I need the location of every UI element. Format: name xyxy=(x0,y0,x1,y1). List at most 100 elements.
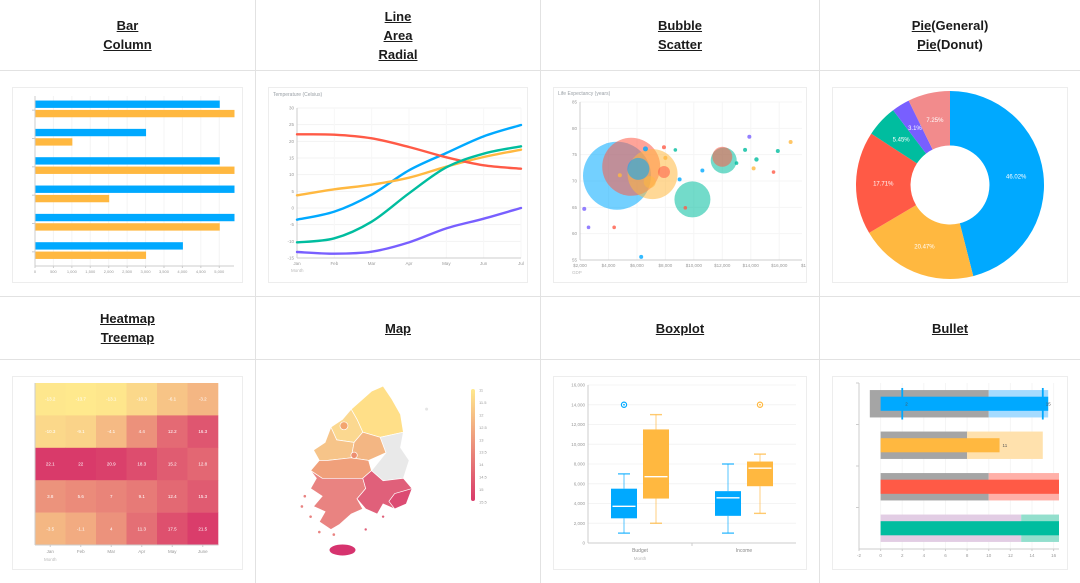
svg-text:15: 15 xyxy=(479,487,484,492)
nav-cell-bubble-scatter: Bubble Scatter xyxy=(541,0,820,71)
svg-text:3,000: 3,000 xyxy=(141,269,152,274)
boxplot-chart[interactable]: 0 2,000 4,000 6,000 8,000 10,000 12,000 14,000 1… xyxy=(553,376,807,570)
svg-text:30: 30 xyxy=(289,106,295,111)
bullet-chart[interactable]: -2 0 2 4 6 8 10 12 14 16 2 15 11 xyxy=(832,376,1068,570)
svg-text:2: 2 xyxy=(901,553,904,558)
svg-text:4,000: 4,000 xyxy=(574,501,586,506)
svg-text:22.1: 22.1 xyxy=(46,462,55,467)
svg-text:Month: Month xyxy=(44,557,57,562)
svg-text:15: 15 xyxy=(289,156,295,161)
svg-text:$1: $1 xyxy=(801,263,806,268)
svg-text:7: 7 xyxy=(110,494,113,499)
svg-text:13.5: 13.5 xyxy=(479,450,488,455)
svg-text:Mar: Mar xyxy=(107,549,115,554)
bullet-chart-canvas[interactable]: -2 0 2 4 6 8 10 12 14 16 2 15 11 xyxy=(833,377,1067,569)
svg-text:20.9: 20.9 xyxy=(107,462,116,467)
svg-text:9.1: 9.1 xyxy=(139,494,146,499)
svg-text:14.5: 14.5 xyxy=(479,475,488,480)
bubble-chart-canvas[interactable]: 85 80 75 70 65 60 55$2,000 $4,000 $6,000 $8,000 $1… xyxy=(554,88,806,282)
bar-chart[interactable]: 0 500 1,000 1,500 2,000 2,500 3,000 3,500 4,000 4… xyxy=(12,87,243,283)
svg-text:$8,000: $8,000 xyxy=(659,263,673,268)
svg-text:21.5: 21.5 xyxy=(198,526,207,531)
svg-text:65: 65 xyxy=(572,205,578,210)
svg-text:10: 10 xyxy=(986,553,992,558)
nav-cell-bullet: Bullet xyxy=(820,297,1080,360)
svg-text:0: 0 xyxy=(291,206,294,211)
svg-text:75: 75 xyxy=(572,152,578,157)
svg-text:11.5: 11.5 xyxy=(479,400,487,405)
line-chart-canvas[interactable]: -15 -10 -5 0 5 10 15 20 25 30 Jan Feb Mar Apr May Jun Ju… xyxy=(269,88,527,282)
svg-text:2,000: 2,000 xyxy=(574,521,586,526)
svg-text:-3.2: -3.2 xyxy=(199,397,207,402)
svg-text:12.5: 12.5 xyxy=(479,425,488,430)
nav-link-pie-donut[interactable]: Pie xyxy=(917,37,937,52)
bar-chart-cell: 0 500 1,000 1,500 2,000 2,500 3,000 3,500 4,000 4… xyxy=(0,71,256,297)
svg-text:$16,000: $16,000 xyxy=(771,263,788,268)
boxplot-chart-canvas[interactable]: 0 2,000 4,000 6,000 8,000 10,000 12,000 14,000 1… xyxy=(554,377,806,569)
svg-text:16: 16 xyxy=(1051,553,1057,558)
svg-text:3,500: 3,500 xyxy=(159,269,170,274)
line-chart[interactable]: -15 -10 -5 0 5 10 15 20 25 30 Jan Feb Mar Apr May Jun Ju… xyxy=(268,87,528,283)
nav-link-map[interactable]: Map xyxy=(385,320,411,336)
bubble-chart-cell: 85 80 75 70 65 60 55 $2,000 $4,000 $6,000 $8,000 $1… xyxy=(541,71,820,297)
svg-text:11: 11 xyxy=(1003,443,1008,448)
svg-text:Feb: Feb xyxy=(77,549,85,554)
nav-link-scatter[interactable]: Scatter xyxy=(657,37,703,52)
svg-text:14: 14 xyxy=(479,462,484,467)
svg-text:$4,000: $4,000 xyxy=(602,263,616,268)
svg-text:$6,000: $6,000 xyxy=(630,263,644,268)
pie-donut-chart[interactable]: 46.02% 20.47% 17.71% 5.45% 3.1% 7.25% xyxy=(832,87,1068,283)
nav-link-bullet[interactable]: Bullet xyxy=(931,320,969,336)
svg-text:Feb: Feb xyxy=(330,261,338,266)
svg-text:Mar: Mar xyxy=(368,261,376,266)
pie-donut-chart-canvas[interactable]: 46.02% 20.47% 17.71% 5.45% 3.1% 7.25% xyxy=(833,88,1067,282)
svg-text:85: 85 xyxy=(572,100,578,105)
nav-link-boxplot[interactable]: Boxplot xyxy=(655,320,705,336)
nav-link-column[interactable]: Column xyxy=(103,37,152,52)
svg-text:15: 15 xyxy=(1046,401,1052,406)
heatmap-chart[interactable]: -13.2 -13.7 -13.1 -10.3 -6.1 -3.2 -10.3 -9.1 -4.… xyxy=(12,376,243,570)
nav-link-area[interactable]: Area xyxy=(383,27,413,43)
svg-text:Jun: Jun xyxy=(480,261,488,266)
svg-text:80: 80 xyxy=(572,126,578,131)
svg-text:-10: -10 xyxy=(287,239,294,244)
svg-text:-2: -2 xyxy=(857,553,861,558)
nav-suffix-general: (General) xyxy=(931,18,989,33)
heatmap-chart-canvas[interactable]: -13.2 -13.7 -13.1 -10.3 -6.1 -3.2 -10.3 -9.1 -4.… xyxy=(13,377,242,569)
svg-text:-3.5: -3.5 xyxy=(46,526,54,531)
nav-link-radial[interactable]: Radial xyxy=(378,46,418,62)
svg-text:6,000: 6,000 xyxy=(574,481,586,486)
svg-text:500: 500 xyxy=(50,269,57,274)
svg-text:17.5: 17.5 xyxy=(168,526,177,531)
svg-text:-5: -5 xyxy=(290,222,294,227)
nav-link-heatmap[interactable]: Heatmap xyxy=(100,311,155,326)
svg-text:0: 0 xyxy=(582,541,585,546)
svg-text:Temperature (Celsius): Temperature (Celsius) xyxy=(273,92,323,98)
bubble-chart[interactable]: 85 80 75 70 65 60 55 $2,000 $4,000 $6,000 $8,000 $1… xyxy=(553,87,807,283)
nav-cell-heatmap-treemap: Heatmap Treemap xyxy=(0,297,256,360)
svg-text:-9.1: -9.1 xyxy=(77,429,85,434)
svg-text:$12,000: $12,000 xyxy=(714,263,731,268)
nav-link-pie-general[interactable]: Pie xyxy=(911,18,932,33)
nav-link-treemap[interactable]: Treemap xyxy=(100,330,155,345)
nav-link-line[interactable]: Line xyxy=(384,8,412,24)
nav-link-bubble[interactable]: Bubble xyxy=(657,18,703,33)
svg-text:3.8: 3.8 xyxy=(47,494,54,499)
svg-text:14,000: 14,000 xyxy=(571,402,585,407)
map-chart[interactable]: 11 11.5 12 12.5 13 13.5 14 14.5 15 15.5 xyxy=(268,376,528,570)
svg-text:55: 55 xyxy=(572,258,578,263)
svg-text:Jan: Jan xyxy=(293,261,301,266)
nav-suffix-donut: (Donut) xyxy=(936,37,983,52)
svg-text:20.47%: 20.47% xyxy=(914,245,935,251)
svg-text:12.8: 12.8 xyxy=(198,462,207,467)
bar-chart-canvas[interactable]: 0 500 1,000 1,500 2,000 2,500 3,000 3,500 4,000 4… xyxy=(13,88,242,282)
nav-cell-map: Map xyxy=(256,297,541,360)
map-chart-canvas[interactable]: 11 11.5 12 12.5 13 13.5 14 14.5 15 15.5 xyxy=(269,377,527,569)
svg-text:Month: Month xyxy=(634,556,647,561)
svg-text:5.6: 5.6 xyxy=(78,494,85,499)
svg-text:Jan: Jan xyxy=(47,549,55,554)
nav-link-bar[interactable]: Bar xyxy=(116,18,139,33)
svg-text:11.3: 11.3 xyxy=(138,526,147,531)
nav-cell-boxplot: Boxplot xyxy=(541,297,820,360)
